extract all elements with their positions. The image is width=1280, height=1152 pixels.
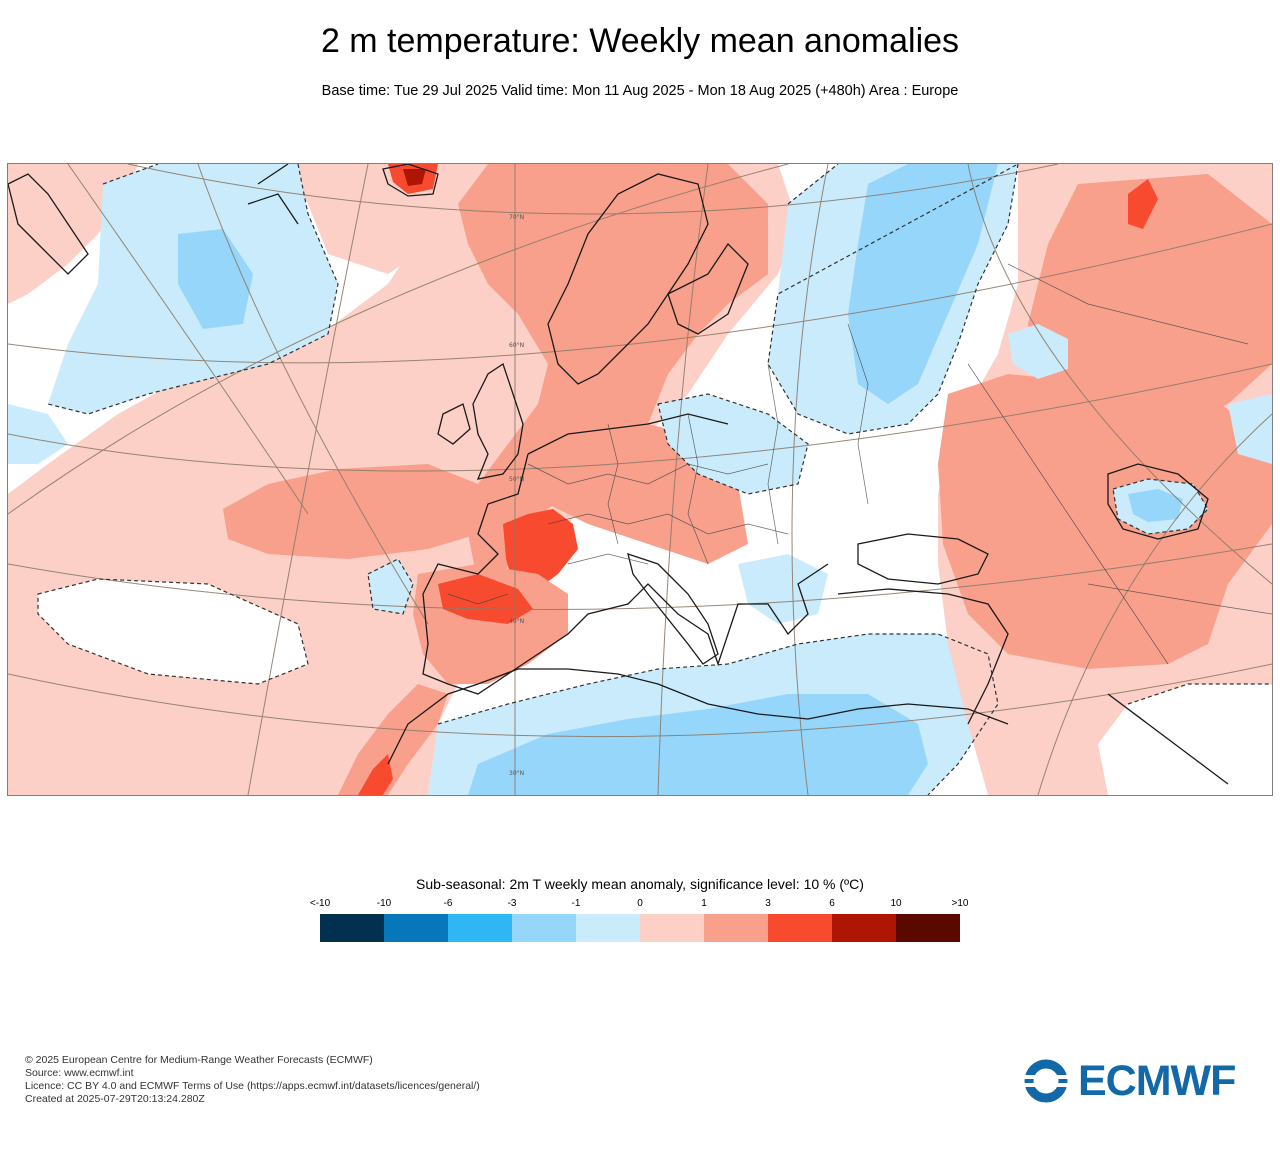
anomaly-region-north-africa-moderate-cold (468, 694, 928, 795)
anomaly-region-atlantic-warm-band (223, 464, 478, 559)
lat-label-70: 70°N (509, 214, 524, 221)
graticule (8, 164, 1272, 795)
significance-contours (37, 164, 1272, 795)
lat-label-30: 30°N (509, 770, 524, 777)
legend-color-swatch (576, 914, 640, 942)
page-title: 2 m temperature: Weekly mean anomalies (320, 22, 960, 60)
legend-color-swatch (384, 914, 448, 942)
footer-source: Source: www.ecmwf.int (25, 1067, 134, 1079)
legend-color-swatch (768, 914, 832, 942)
footer-copyright: © 2025 European Centre for Medium-Range … (25, 1054, 373, 1066)
legend-color-swatch (512, 914, 576, 942)
legend-tick-label: 0 (637, 898, 643, 909)
lat-label-60: 60°N (509, 342, 524, 349)
footer-created: Created at 2025-07-29T20:13:24.280Z (25, 1093, 205, 1105)
anomaly-region-iberia-hot (438, 574, 533, 624)
legend-tick-label: -1 (571, 898, 581, 909)
legend-color-swatch (448, 914, 512, 942)
coastlines (8, 164, 1229, 785)
anomaly-region-baltic-cold (1008, 324, 1068, 379)
legend-colorbar (320, 914, 960, 942)
anomaly-map[interactable]: 70°N 60°N 50°N 40°N 30°N (7, 163, 1273, 796)
page-subtitle: Base time: Tue 29 Jul 2025 Valid time: M… (321, 83, 959, 99)
lat-label-40: 40°N (509, 618, 524, 625)
anomaly-region-middle-east-neutral (1098, 684, 1272, 795)
anomaly-region-france-hot (503, 509, 578, 589)
legend-color-swatch (704, 914, 768, 942)
legend-color-swatch (832, 914, 896, 942)
legend-tick-label: >10 (951, 898, 969, 909)
legend-tick-label: -6 (443, 898, 453, 909)
legend-tick-labels: <-10 -10 -6 -3 -1 0 1 3 6 10 >10 (310, 898, 969, 910)
legend-color-swatch (640, 914, 704, 942)
legend-color-swatch (896, 914, 960, 942)
legend-tick-label: 6 (829, 898, 835, 909)
country-borders (447, 263, 1272, 665)
anomaly-region-west-edge-cold (8, 404, 68, 464)
footer: © 2025 European Centre for Medium-Range … (25, 1054, 480, 1106)
anomaly-region-russia-moderate-warm (1028, 174, 1272, 444)
ecmwf-logo-icon (1016, 1059, 1076, 1103)
anomaly-region-caspian-warm (938, 374, 1272, 669)
anomaly-region-arctic-russia-hot (1128, 179, 1158, 229)
legend-tick-label: 10 (890, 898, 902, 909)
ecmwf-logo-text: ECMWF (1078, 1057, 1236, 1105)
anomaly-region-eastern-europe-moderate-cold (848, 164, 998, 404)
legend-tick-label: 3 (765, 898, 771, 909)
anomaly-region-scandinavia-warm (458, 164, 768, 594)
legend-color-swatch (320, 914, 384, 942)
lat-label-50: 50°N (509, 476, 524, 483)
anomaly-region-svalbard-hot (403, 169, 426, 186)
anomaly-region-nw-africa-warm (338, 684, 448, 795)
anomaly-region-nw-atlantic-moderate-cold (178, 229, 253, 329)
legend-title: Sub-seasonal: 2m T weekly mean anomaly, … (416, 876, 864, 892)
anomaly-region-morocco-hot (358, 754, 393, 795)
ecmwf-logo: ECMWF (1016, 1058, 1261, 1104)
legend-tick-label: -10 (376, 898, 392, 909)
anomaly-region-black-sea-moderate-cold (1128, 489, 1183, 522)
legend-tick-label: -3 (507, 898, 517, 909)
anomaly-region-north-atlantic-warm (288, 164, 478, 274)
legend-tick-label: 1 (701, 898, 707, 909)
anomaly-region-biscay-cold (368, 559, 413, 614)
legend-tick-label: <-10 (309, 898, 331, 909)
footer-licence: Licence: CC BY 4.0 and ECMWF Terms of Us… (25, 1080, 480, 1092)
